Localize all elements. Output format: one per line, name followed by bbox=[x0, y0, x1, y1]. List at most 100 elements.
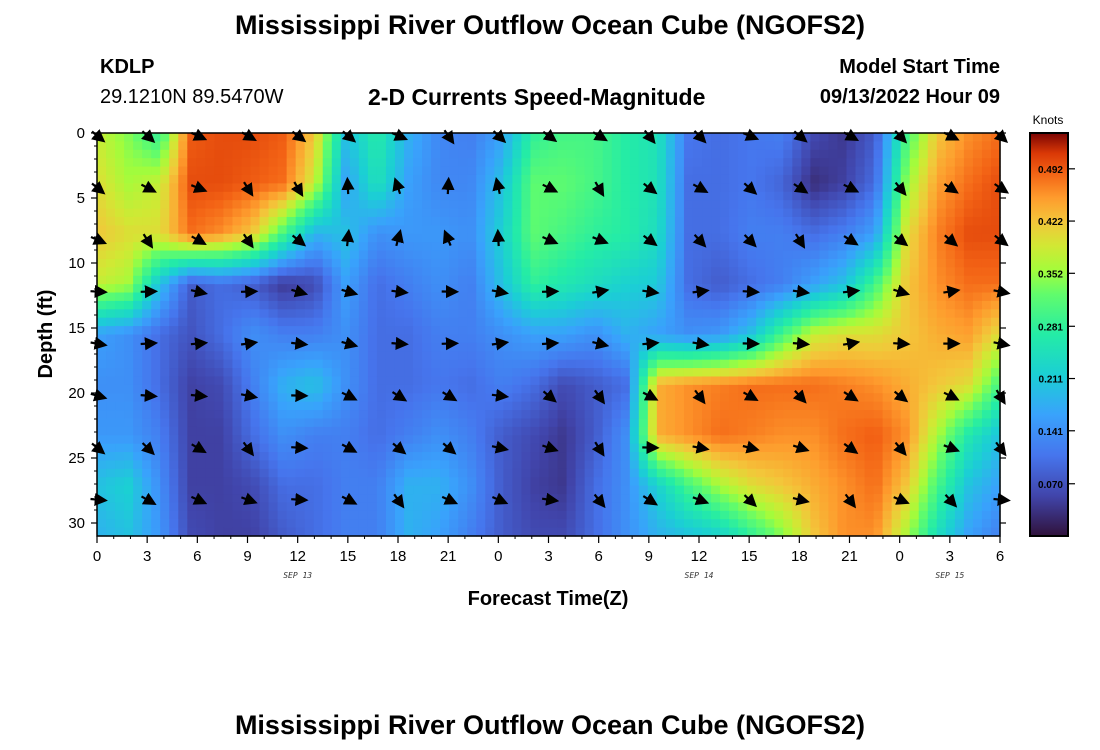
current-vector-arrow bbox=[341, 336, 359, 350]
y-tick-label: 30 bbox=[68, 515, 85, 532]
x-tick-label: 0 bbox=[93, 548, 101, 565]
current-vector-arrow bbox=[842, 285, 861, 299]
current-vector-arrow bbox=[943, 388, 960, 401]
current-vector-arrow bbox=[391, 493, 405, 509]
y-tick-label: 25 bbox=[68, 450, 85, 467]
current-vector-arrow bbox=[190, 492, 208, 505]
current-vector-arrow bbox=[692, 389, 706, 405]
current-vector-arrow bbox=[592, 389, 606, 405]
y-tick-label: 20 bbox=[68, 385, 85, 402]
current-vector-arrow bbox=[792, 284, 811, 298]
y-axis: 0 5 10 15 20 25 30 bbox=[68, 125, 1006, 532]
colorbar: Knots 0.492 0.422 0.352 0.281 0.211 0.141 0.07… bbox=[1029, 113, 1075, 537]
current-vector-arrow bbox=[792, 440, 810, 454]
current-vector-arrow bbox=[341, 492, 358, 505]
current-vector-arrow bbox=[591, 441, 605, 457]
current-vector-arrow bbox=[491, 284, 510, 298]
current-vectors bbox=[90, 128, 1011, 509]
current-vector-arrow bbox=[793, 180, 809, 194]
current-vector-arrow bbox=[843, 232, 859, 246]
current-vector-arrow bbox=[542, 232, 559, 245]
colorbar-tick-label: 0.281 bbox=[1038, 322, 1063, 333]
current-vector-arrow bbox=[491, 492, 509, 505]
model-start-label: Model Start Time bbox=[839, 56, 1000, 78]
current-vector-arrow bbox=[140, 441, 155, 456]
current-vector-arrow bbox=[240, 181, 254, 197]
current-vector-arrow bbox=[240, 441, 255, 457]
current-vector-arrow bbox=[742, 493, 757, 508]
x-tick-label: 3 bbox=[946, 548, 954, 565]
x-tick-label: 21 bbox=[841, 548, 858, 565]
y-tick-label: 5 bbox=[77, 190, 85, 207]
current-vector-arrow bbox=[291, 284, 309, 298]
current-vector-arrow bbox=[792, 492, 810, 506]
station-id: KDLP bbox=[100, 56, 155, 78]
chart-title: Mississippi River Outflow Ocean Cube (NG… bbox=[234, 10, 866, 40]
current-vector-arrow bbox=[893, 336, 911, 351]
current-vector-arrow bbox=[341, 176, 355, 195]
current-vector-arrow bbox=[943, 493, 958, 508]
current-vector-arrow bbox=[441, 176, 455, 195]
current-vector-arrow bbox=[140, 388, 158, 403]
current-vector-arrow bbox=[742, 388, 759, 401]
x-tick-label: 3 bbox=[143, 548, 151, 565]
current-vector-arrow bbox=[492, 177, 506, 195]
current-vector-arrow bbox=[191, 232, 207, 245]
current-vector-arrow bbox=[843, 440, 859, 454]
current-vector-arrow bbox=[743, 181, 758, 195]
current-vector-arrow bbox=[843, 180, 860, 193]
date-label: SEP 15 bbox=[935, 571, 964, 580]
colorbar-tick-label: 0.422 bbox=[1038, 217, 1063, 228]
current-vector-arrow bbox=[190, 180, 208, 193]
current-vector-arrow bbox=[140, 233, 154, 249]
current-vector-arrow bbox=[291, 336, 309, 350]
current-vector-arrow bbox=[391, 388, 408, 402]
current-vector-arrow bbox=[340, 228, 355, 247]
footer-title: Mississippi River Outflow Ocean Cube (NG… bbox=[234, 710, 866, 740]
current-vector-arrow bbox=[893, 492, 910, 505]
current-vector-arrow bbox=[241, 492, 258, 506]
x-tick-label: 6 bbox=[594, 548, 602, 565]
current-vector-arrow bbox=[140, 337, 159, 351]
x-tick-label: 6 bbox=[996, 548, 1004, 565]
x-tick-label: 9 bbox=[243, 548, 251, 565]
current-vector-arrow bbox=[642, 492, 659, 506]
colorbar-tick-label: 0.492 bbox=[1038, 165, 1063, 176]
current-vector-arrow bbox=[391, 336, 409, 351]
current-vector-arrow bbox=[190, 337, 209, 351]
date-label: SEP 13 bbox=[283, 571, 312, 580]
current-vector-arrow bbox=[240, 233, 254, 249]
current-vector-arrow bbox=[893, 232, 909, 247]
x-tick-label: 3 bbox=[544, 548, 552, 565]
current-vector-arrow bbox=[341, 388, 358, 401]
current-vector-arrow bbox=[190, 284, 208, 298]
current-vector-arrow bbox=[642, 337, 660, 351]
current-vector-arrow bbox=[240, 388, 259, 402]
chart-subtitle: 2-D Currents Speed-Magnitude bbox=[368, 84, 706, 110]
colorbar-tick-label: 0.211 bbox=[1039, 375, 1064, 386]
y-tick-label: 15 bbox=[68, 320, 85, 337]
x-tick-label: 18 bbox=[791, 548, 808, 565]
current-vector-arrow bbox=[843, 388, 859, 402]
current-vector-arrow bbox=[591, 181, 605, 197]
current-vector-arrow bbox=[742, 233, 757, 248]
current-vector-arrow bbox=[542, 440, 559, 454]
current-vector-arrow bbox=[491, 440, 509, 454]
current-vector-arrow bbox=[692, 440, 710, 454]
current-vector-arrow bbox=[792, 233, 806, 249]
colorbar-tick-label: 0.352 bbox=[1038, 269, 1063, 280]
current-vector-arrow bbox=[943, 285, 961, 299]
current-vector-arrow bbox=[392, 177, 405, 195]
current-vector-arrow bbox=[140, 492, 157, 505]
current-vector-arrow bbox=[592, 493, 606, 509]
x-tick-label: 0 bbox=[895, 548, 903, 565]
speed-heatmap bbox=[97, 133, 1001, 537]
current-vector-arrow bbox=[692, 233, 707, 248]
current-vector-arrow bbox=[592, 285, 610, 299]
current-vector-arrow bbox=[893, 181, 907, 197]
model-start-value: 09/13/2022 Hour 09 bbox=[819, 86, 1000, 108]
x-tick-label: 9 bbox=[645, 548, 653, 565]
current-vector-arrow bbox=[491, 228, 506, 247]
current-vector-arrow bbox=[391, 284, 409, 298]
current-vector-arrow bbox=[341, 440, 358, 453]
